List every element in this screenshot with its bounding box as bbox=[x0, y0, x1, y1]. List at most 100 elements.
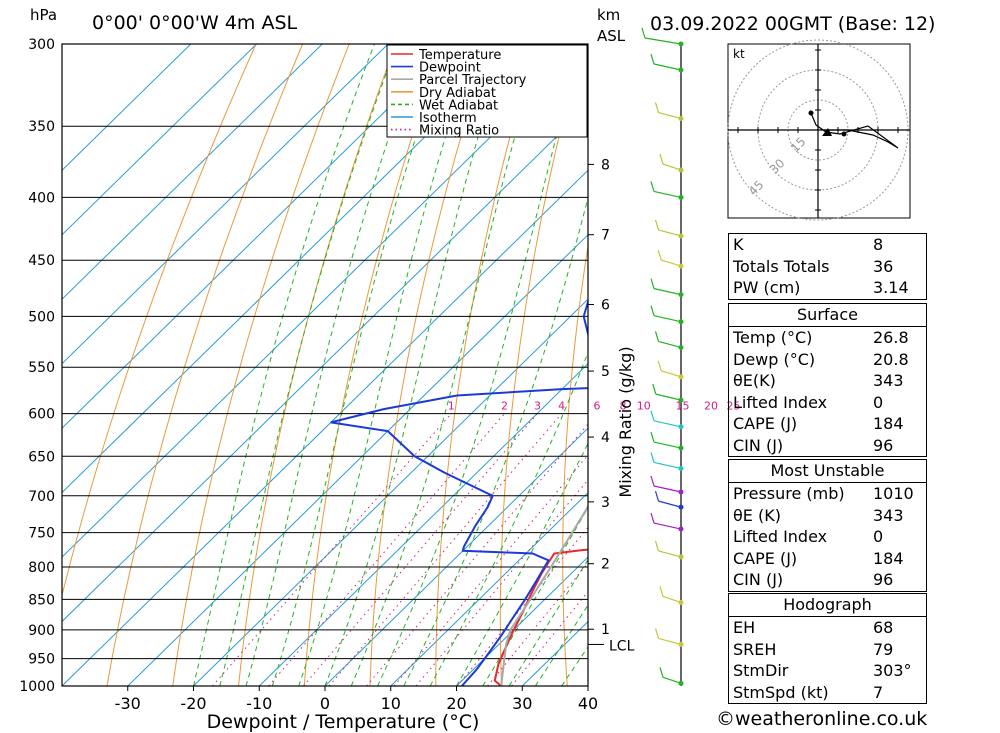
isotherm-line bbox=[62, 44, 323, 300]
row-value: 68 bbox=[873, 618, 894, 637]
wet-adiabat-line bbox=[350, 44, 542, 686]
mixing-ratio-label: 6 bbox=[594, 400, 601, 413]
pressure-tick-label: 700 bbox=[28, 489, 55, 505]
legend-label: Dewpoint bbox=[419, 61, 481, 76]
table-row: StmDir 303° bbox=[729, 660, 926, 682]
isotherm-line bbox=[62, 44, 520, 494]
wind-barb-dot bbox=[678, 263, 684, 269]
row-value: 303° bbox=[873, 661, 912, 680]
wind-barb-flag bbox=[650, 512, 655, 524]
x-tick-label: 40 bbox=[578, 694, 598, 713]
row-key: K bbox=[733, 235, 744, 254]
row-value: 20.8 bbox=[873, 349, 909, 369]
wind-barb-dot bbox=[678, 599, 684, 605]
wind-barb-dot bbox=[678, 167, 684, 173]
height-unit-label: km bbox=[597, 6, 620, 24]
km-tick-label: 2 bbox=[601, 557, 610, 573]
height-unit-sub-label: ASL bbox=[597, 27, 626, 45]
tbl-mu-title: Most Unstable bbox=[729, 460, 926, 483]
wind-barb-flag bbox=[654, 219, 660, 231]
pressure-tick-label: 1000 bbox=[19, 679, 55, 695]
dry-adiabat-line bbox=[950, 44, 1000, 686]
pressure-tick-label: 850 bbox=[28, 592, 55, 608]
pressure-tick-label: 600 bbox=[28, 407, 55, 423]
mixing-ratio-line bbox=[456, 526, 588, 686]
x-axis-title: Dewpoint / Temperature (°C) bbox=[207, 711, 480, 733]
dry-adiabat-line bbox=[499, 44, 583, 686]
isotherm-line bbox=[62, 44, 586, 558]
wind-barb bbox=[653, 485, 682, 493]
row-value: 184 bbox=[873, 414, 904, 433]
legend-label: Temperature bbox=[418, 48, 501, 63]
table-row: θE(K) 343 bbox=[729, 370, 926, 392]
legend-label: Mixing Ratio bbox=[419, 124, 499, 139]
wind-barb-flag bbox=[650, 475, 655, 487]
wind-barb-flag bbox=[654, 490, 660, 502]
mixing-ratio-line bbox=[212, 413, 452, 686]
x-tick-label: 20 bbox=[446, 694, 466, 713]
wind-barb-dot bbox=[678, 319, 684, 325]
wind-barb bbox=[653, 288, 682, 296]
wind-barb-dot bbox=[678, 233, 684, 239]
row-key: CAPE (J) bbox=[733, 414, 798, 433]
row-key: Lifted Index bbox=[733, 527, 828, 546]
pressure-tick-label: 350 bbox=[28, 119, 55, 135]
table-row: θE (K) 343 bbox=[729, 505, 926, 527]
isotherm-line bbox=[62, 44, 192, 171]
km-tick-label: 1 bbox=[601, 622, 610, 638]
legend-label: Wet Adiabat bbox=[419, 98, 498, 113]
wet-adiabat-line bbox=[403, 195, 588, 686]
mixing-ratio-label: 15 bbox=[676, 400, 690, 413]
wind-barb bbox=[658, 229, 682, 237]
hodograph-unit-label: kt bbox=[733, 47, 745, 61]
pressure-tick-label: 400 bbox=[28, 190, 55, 206]
dry-adiabat-line bbox=[106, 44, 304, 686]
hodograph-storm-dot bbox=[841, 131, 847, 137]
km-tick-label: 3 bbox=[601, 495, 610, 511]
wind-barb-dot bbox=[678, 445, 684, 451]
wind-barb-flag bbox=[659, 153, 664, 165]
pressure-tick-label: 750 bbox=[28, 526, 55, 542]
wind-barb-dot bbox=[678, 554, 684, 560]
wind-barb-flag bbox=[659, 667, 664, 678]
legend-label: Isotherm bbox=[419, 111, 477, 126]
wind-barb-flag bbox=[650, 53, 655, 65]
series-parcel-trajectory bbox=[500, 504, 588, 686]
wind-barb bbox=[653, 63, 682, 71]
wind-barb-dot bbox=[678, 397, 684, 403]
tbl-hodo-title: Hodograph bbox=[729, 594, 926, 617]
km-tick-label: 8 bbox=[601, 157, 610, 173]
table-row: CAPE (J) 184 bbox=[729, 548, 926, 570]
wind-barb-dot bbox=[678, 292, 684, 298]
wind-barb bbox=[662, 163, 682, 171]
wind-barb-flag bbox=[650, 410, 655, 421]
most-unstable-table: Most Unstable Pressure (mb) 1010 θE (K) 343 L… bbox=[728, 459, 927, 592]
km-tick-label: 5 bbox=[601, 364, 610, 380]
table-row: CIN (J) 96 bbox=[729, 435, 926, 457]
x-tick-label: 30 bbox=[512, 694, 532, 713]
isotherm-line bbox=[62, 44, 389, 365]
table-row: EH 68 bbox=[729, 617, 926, 639]
km-tick-label: 4 bbox=[601, 430, 610, 446]
dry-adiabat-line bbox=[172, 44, 350, 686]
tbl-surface-title: Surface bbox=[729, 304, 926, 327]
wind-barb-dot bbox=[678, 424, 684, 430]
row-key: θE (K) bbox=[733, 505, 781, 525]
row-key: CIN (J) bbox=[733, 435, 784, 455]
indices-table: K 8 Totals Totals 36 PW (cm) 3.14 bbox=[728, 233, 927, 300]
table-row: PW (cm) 3.14 bbox=[729, 277, 926, 299]
wind-barb-flag bbox=[654, 540, 660, 552]
wind-barb-dot bbox=[678, 344, 684, 350]
wind-barb bbox=[658, 500, 682, 508]
row-value: 0 bbox=[873, 392, 884, 412]
pressure-tick-label: 950 bbox=[28, 652, 55, 668]
wet-adiabat-line bbox=[219, 44, 398, 686]
row-key: StmDir bbox=[733, 661, 789, 680]
wind-barb-flag bbox=[652, 383, 657, 395]
wind-barb-dot bbox=[678, 489, 684, 495]
wind-barb-dot bbox=[678, 374, 684, 380]
mixing-ratio-line bbox=[487, 562, 588, 686]
legend-label: Parcel Trajectory bbox=[419, 73, 527, 88]
footer-credit: ©weatheronline.co.uk bbox=[716, 708, 928, 730]
isotherm-line bbox=[62, 105, 588, 623]
